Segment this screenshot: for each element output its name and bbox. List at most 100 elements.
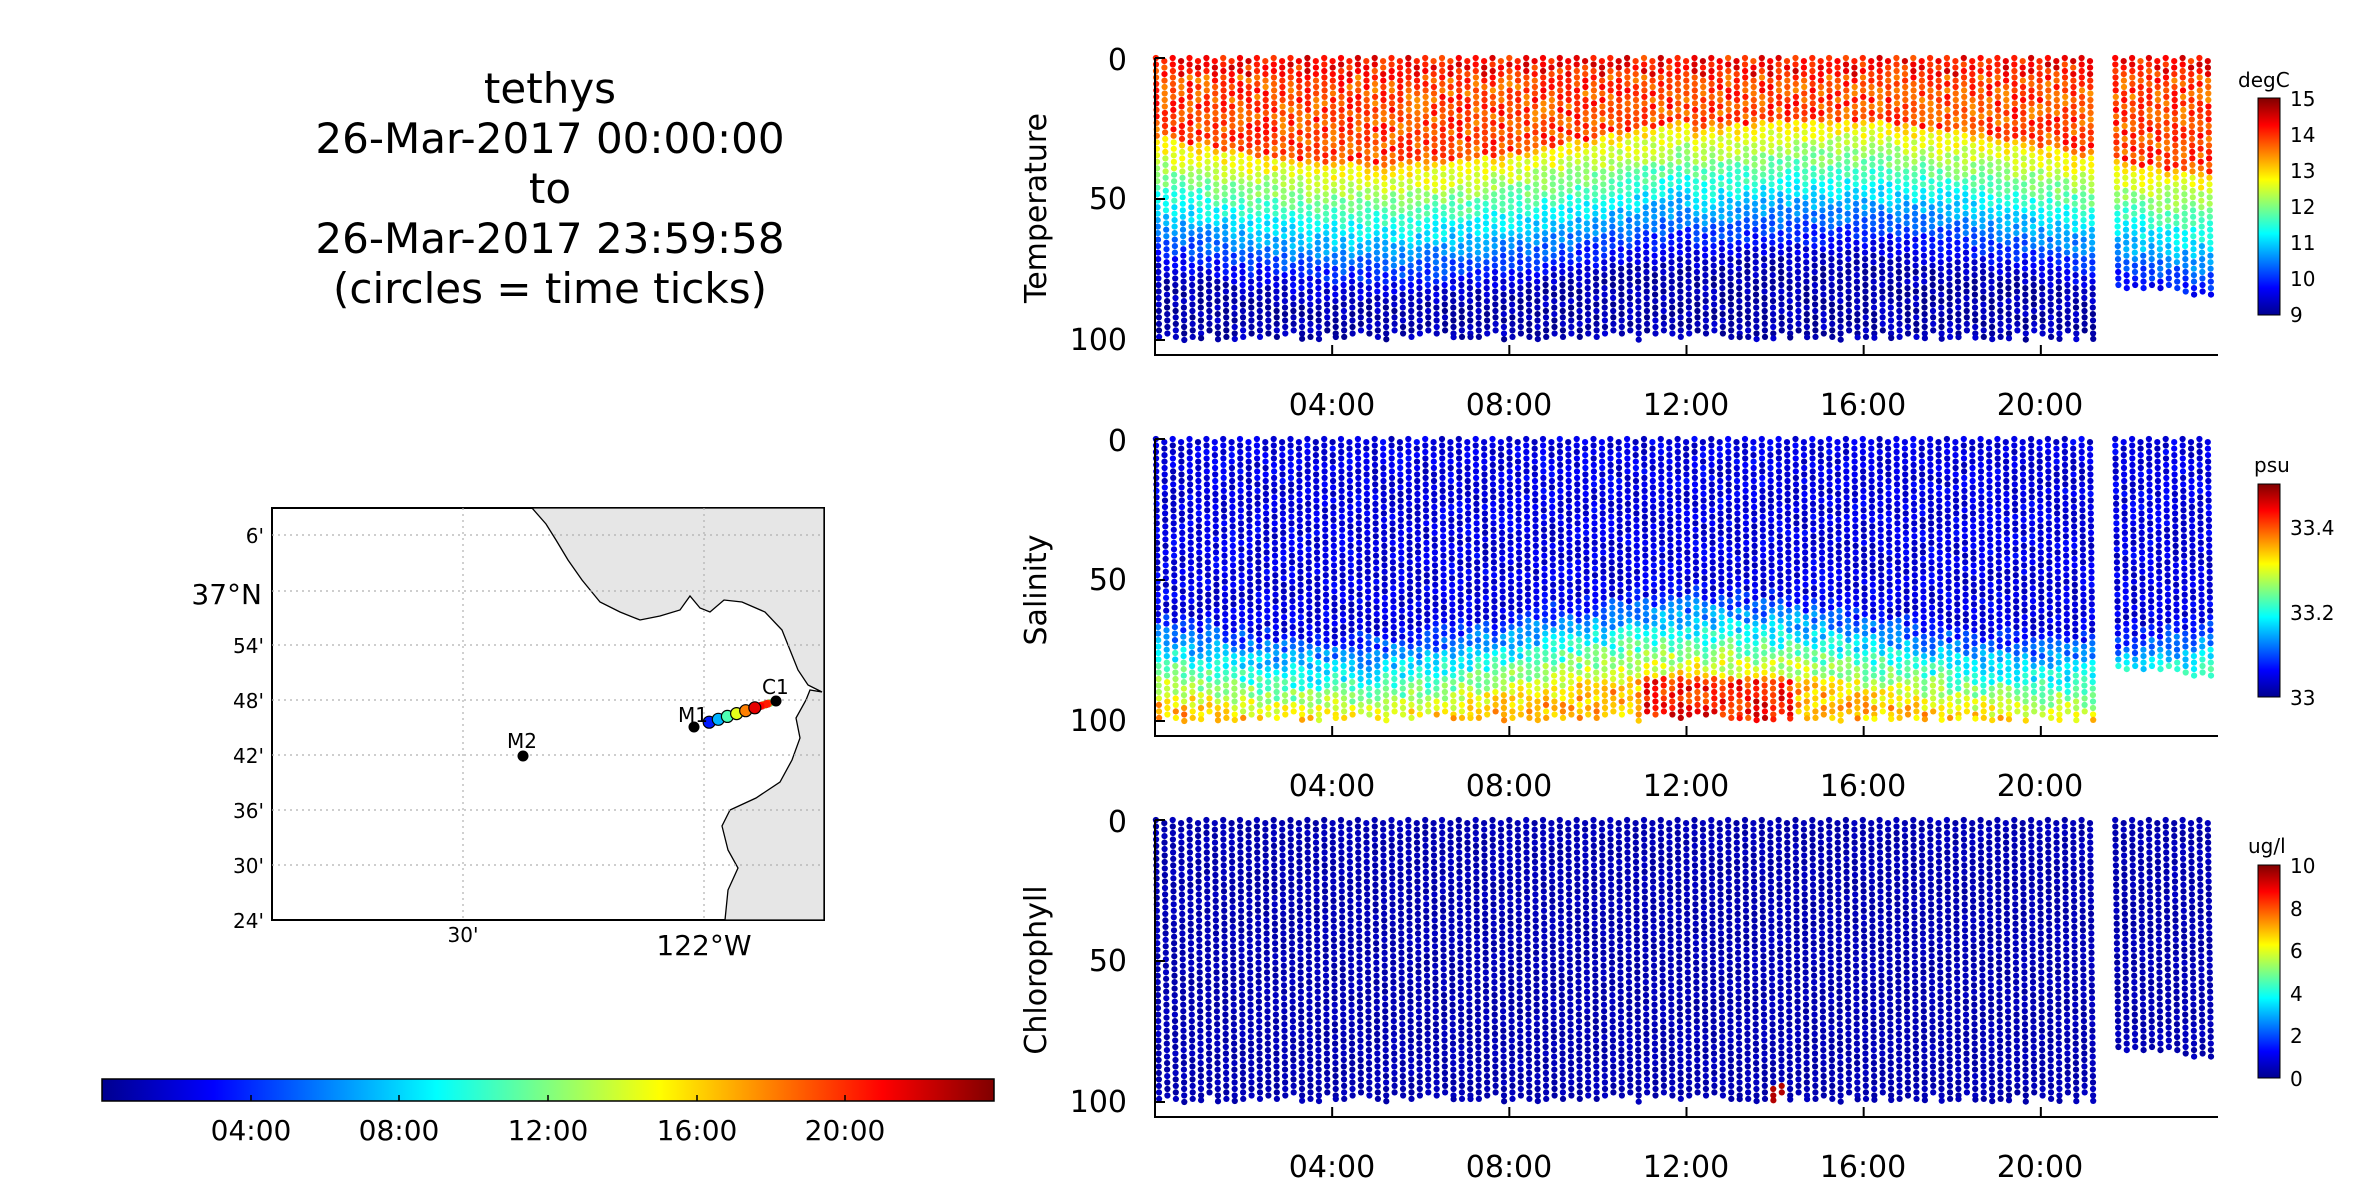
data-point xyxy=(1792,100,1800,107)
data-point xyxy=(1903,226,1910,233)
data-point xyxy=(1189,320,1196,327)
temperature-panel: 0 50 100 04:00 08:00 12:00 16:00 20:00 T… xyxy=(1019,43,2315,423)
data-point xyxy=(1526,320,1533,327)
data-point xyxy=(1374,281,1381,289)
data-point xyxy=(1433,272,1440,279)
data-point xyxy=(1356,165,1363,172)
data-point xyxy=(1279,58,1286,65)
data-point xyxy=(1607,100,1614,107)
data-point xyxy=(1248,311,1255,318)
data-point xyxy=(1677,320,1684,327)
data-point xyxy=(1946,288,1953,295)
data-point xyxy=(1431,148,1438,155)
data-point xyxy=(1836,239,1843,246)
data-point xyxy=(1508,249,1515,256)
data-point xyxy=(1238,204,1245,211)
data-point xyxy=(1947,333,1954,340)
data-point xyxy=(1189,281,1196,289)
data-point xyxy=(1894,158,1901,165)
data-point xyxy=(1809,100,1816,107)
data-point xyxy=(1540,106,1547,113)
data-point xyxy=(1533,272,1541,279)
data-point xyxy=(2079,152,2086,159)
data-point xyxy=(1164,323,1171,331)
data-point xyxy=(1324,314,1331,321)
data-point xyxy=(1809,80,1816,87)
data-point xyxy=(1592,249,1599,256)
data-point xyxy=(2004,239,2011,246)
data-point xyxy=(1903,207,1910,214)
data-point xyxy=(1784,103,1791,110)
data-point xyxy=(1270,74,1277,81)
data-point xyxy=(1339,152,1346,159)
data-point xyxy=(1178,90,1185,97)
data-point xyxy=(2037,168,2044,175)
data-point xyxy=(1837,317,1844,324)
data-point xyxy=(1532,116,1539,123)
data-point xyxy=(1500,311,1507,318)
data-point xyxy=(1556,67,1564,75)
data-point xyxy=(1946,275,1953,282)
data-point xyxy=(1281,246,1288,253)
data-point xyxy=(2055,265,2062,272)
data-point xyxy=(1920,239,1927,246)
data-point xyxy=(1491,223,1498,230)
data-point xyxy=(1599,142,1606,149)
data-point xyxy=(1330,122,1337,130)
data-point xyxy=(1507,145,1514,152)
data-point xyxy=(1289,236,1296,243)
data-point xyxy=(1347,168,1354,175)
data-point xyxy=(1425,320,1432,327)
data-point xyxy=(1827,145,1834,152)
data-point xyxy=(1374,333,1381,340)
data-point xyxy=(1736,278,1743,285)
data-point xyxy=(1624,54,1631,62)
data-point xyxy=(1651,239,1658,246)
data-point xyxy=(1961,139,1968,146)
data-point xyxy=(1912,268,1919,276)
data-point xyxy=(1675,171,1683,178)
data-point xyxy=(1197,246,1204,253)
data-point xyxy=(1338,139,1346,146)
data-point xyxy=(1279,90,1286,97)
data-point xyxy=(1643,256,1650,263)
data-point xyxy=(1919,122,1926,130)
data-point xyxy=(1750,83,1757,91)
data-point xyxy=(1709,184,1716,191)
data-point xyxy=(1534,291,1541,298)
data-point xyxy=(2064,320,2071,327)
data-point xyxy=(1551,317,1558,324)
data-point xyxy=(1265,330,1272,337)
data-point xyxy=(1322,184,1329,191)
data-point xyxy=(2012,171,2019,178)
data-point xyxy=(1776,145,1783,152)
data-point xyxy=(1507,191,1514,198)
data-point xyxy=(1668,233,1675,240)
data-point xyxy=(1413,58,1420,65)
data-point xyxy=(1556,74,1564,81)
data-point xyxy=(1306,268,1313,276)
data-point xyxy=(1525,275,1532,282)
data-point xyxy=(1616,109,1623,117)
data-point xyxy=(1365,226,1372,233)
data-point xyxy=(1534,330,1541,337)
data-point xyxy=(1962,243,1969,250)
data-point xyxy=(2003,155,2011,162)
data-point xyxy=(1287,67,1294,75)
data-point xyxy=(1523,54,1530,62)
data-point xyxy=(1449,220,1456,227)
data-point xyxy=(1340,262,1347,269)
data-point xyxy=(1164,330,1171,337)
data-point xyxy=(1516,213,1523,220)
data-point xyxy=(1205,243,1212,250)
data-point xyxy=(1870,304,1878,311)
data-point xyxy=(1425,327,1432,334)
data-point xyxy=(1489,100,1497,107)
data-point xyxy=(1786,311,1793,318)
data-point xyxy=(1861,230,1868,237)
data-point xyxy=(1363,109,1370,117)
data-point xyxy=(1676,230,1683,237)
station-m1-marker xyxy=(688,721,700,733)
data-point xyxy=(1608,191,1615,198)
data-point xyxy=(1827,217,1835,224)
